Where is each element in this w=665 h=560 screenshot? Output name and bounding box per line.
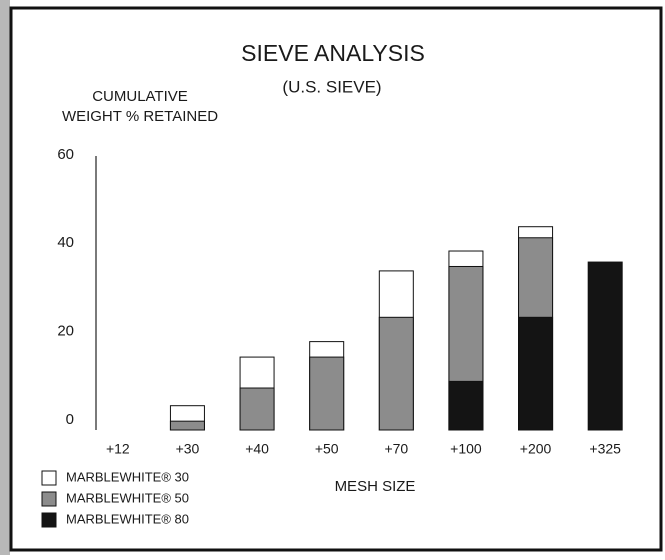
y-tick-label: 0 (66, 411, 74, 428)
bar (448, 380, 484, 431)
y-tick-label: 20 (57, 323, 74, 340)
bar (309, 356, 345, 431)
bar (587, 261, 623, 431)
y-axis-label: WEIGHT % RETAINED (62, 108, 218, 125)
y-tick-label: 40 (57, 234, 74, 251)
legend-swatch (41, 491, 57, 507)
y-tick-label: 60 (57, 146, 74, 163)
x-tick-label: +30 (176, 441, 200, 457)
legend-swatch (41, 512, 57, 528)
legend-label: MARBLEWHITE® 50 (66, 490, 189, 505)
legend-label: MARBLEWHITE® 30 (66, 469, 189, 484)
legend-label: MARBLEWHITE® 80 (66, 511, 189, 526)
x-tick-label: +70 (384, 441, 408, 457)
bar (169, 420, 205, 431)
chart-title: SIEVE ANALYSIS (241, 40, 425, 66)
legend-swatch (41, 470, 57, 486)
x-tick-label: +200 (520, 441, 552, 457)
x-tick-label: +100 (450, 441, 482, 457)
bar (378, 316, 414, 431)
x-tick-label: +40 (245, 441, 269, 457)
x-tick-label: +12 (106, 441, 130, 457)
x-axis-label: MESH SIZE (335, 478, 416, 495)
chart-subtitle: (U.S. SIEVE) (282, 77, 381, 96)
scan-edge (0, 0, 10, 555)
bar (518, 316, 554, 431)
x-tick-label: +50 (315, 441, 339, 457)
x-tick-label: +325 (589, 441, 621, 457)
bar (239, 387, 275, 431)
y-axis-label: CUMULATIVE (92, 88, 188, 105)
